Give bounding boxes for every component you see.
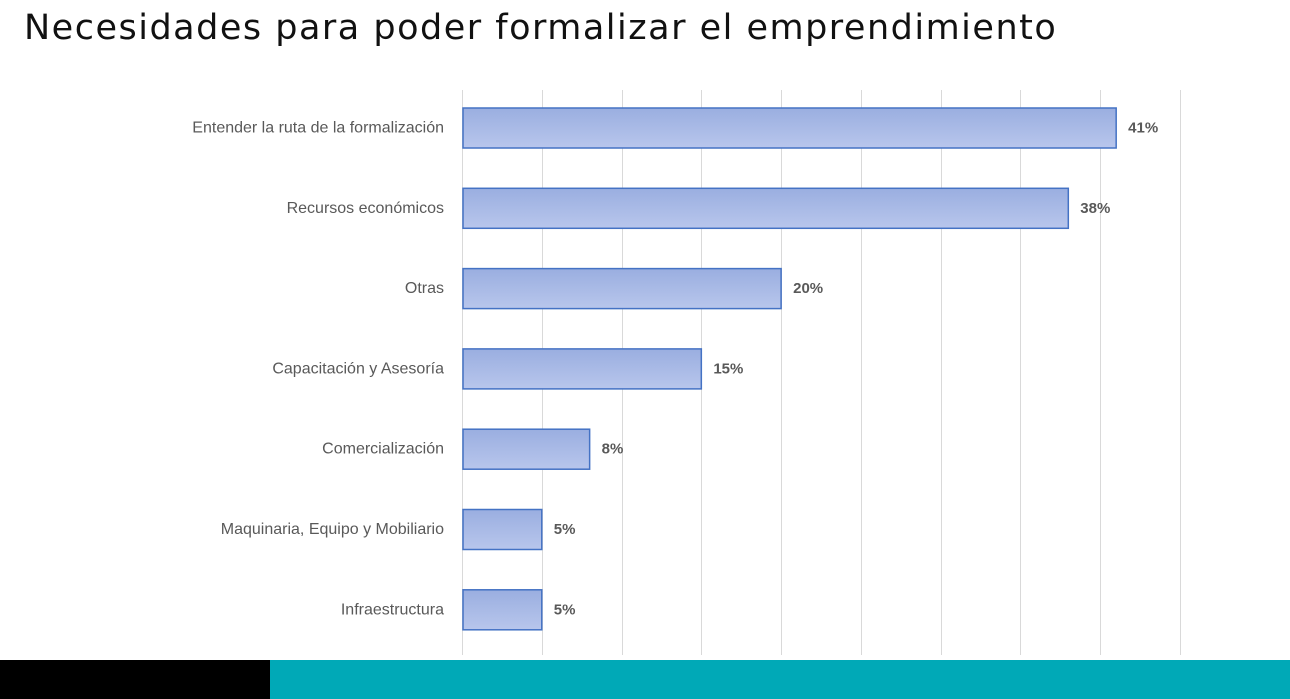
page-title: Necesidades para poder formalizar el emp… xyxy=(24,8,1058,48)
category-label: Entender la ruta de la formalización xyxy=(192,120,444,137)
chart-value-labels: 41% 38% 20% 15% 8% 5% 5% xyxy=(554,120,1158,619)
category-label: Recursos económicos xyxy=(287,200,444,217)
bar xyxy=(462,107,1117,149)
value-label: 5% xyxy=(554,601,576,618)
value-label: 8% xyxy=(602,441,624,458)
bar xyxy=(462,187,1070,230)
value-label: 5% xyxy=(554,521,576,538)
value-label: 41% xyxy=(1128,120,1158,137)
category-label: Infraestructura xyxy=(341,601,444,618)
chart-bars xyxy=(462,107,1117,631)
bar xyxy=(462,267,782,310)
value-label: 20% xyxy=(793,280,823,297)
category-label: Comercialización xyxy=(322,441,444,458)
category-label: Otras xyxy=(405,280,444,297)
bar-chart: Entender la ruta de la formalización Recu… xyxy=(192,90,1181,655)
bar xyxy=(462,589,543,631)
value-label: 15% xyxy=(713,360,743,377)
footer-band-right xyxy=(270,660,1290,699)
category-label: Capacitación y Asesoría xyxy=(272,360,444,377)
value-label: 38% xyxy=(1080,200,1110,217)
bar xyxy=(462,508,543,551)
category-label: Maquinaria, Equipo y Mobiliario xyxy=(221,521,444,538)
bar xyxy=(462,348,703,390)
footer-band-left xyxy=(0,660,270,699)
bar xyxy=(462,428,591,470)
chart-category-labels: Entender la ruta de la formalización Recu… xyxy=(192,120,444,619)
